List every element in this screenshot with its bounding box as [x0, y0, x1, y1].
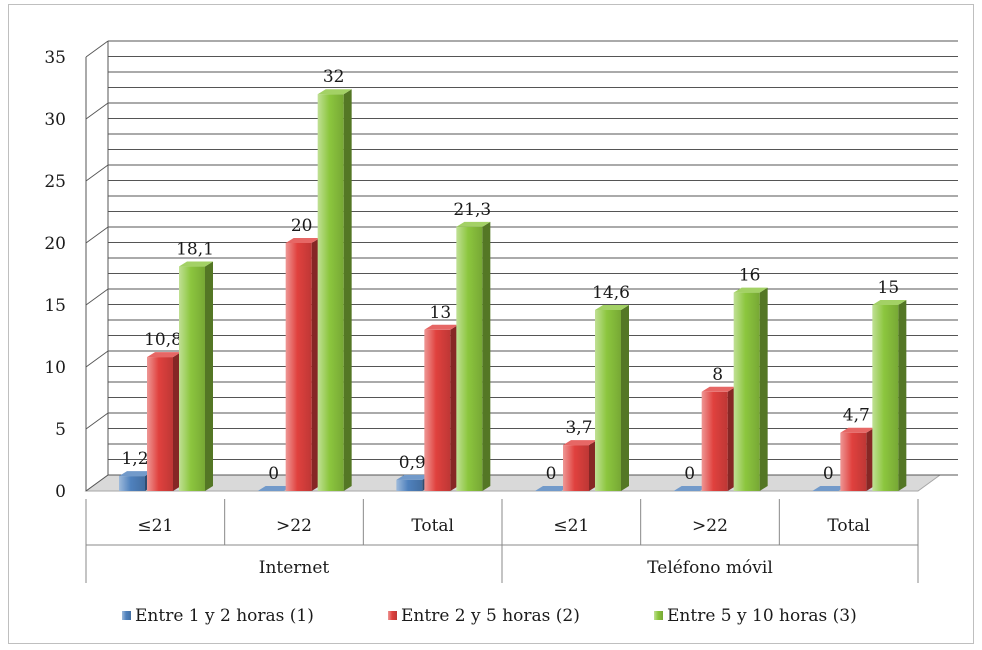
bar-2 — [840, 427, 875, 491]
data-label: 4,7 — [843, 406, 870, 426]
data-label: 15 — [878, 278, 900, 298]
data-label: 3,7 — [565, 418, 592, 438]
bar-3 — [317, 89, 352, 491]
bar-1 — [673, 486, 708, 491]
legend-label: Entre 5 y 10 horas (3) — [667, 606, 857, 626]
y-tick-label: 25 — [44, 172, 66, 192]
y-tick-label: 15 — [44, 296, 66, 316]
data-label: 32 — [323, 67, 345, 87]
legend-item: Entre 2 y 5 horas (2) — [388, 606, 580, 626]
x-tick-label: ≤21 — [553, 516, 589, 536]
bar-2 — [701, 386, 736, 491]
data-label: 13 — [430, 303, 452, 323]
bar-2 — [563, 440, 597, 491]
bar-3 — [595, 304, 629, 491]
y-tick-label: 20 — [44, 234, 66, 254]
data-label: 0 — [823, 464, 834, 484]
x-tick-label: >22 — [276, 516, 312, 536]
legend-label: Entre 2 y 5 horas (2) — [401, 606, 580, 626]
legend-item: Entre 5 y 10 horas (3) — [654, 606, 857, 626]
data-label: 20 — [291, 216, 313, 236]
bar-3 — [179, 261, 213, 491]
bar-2 — [147, 352, 181, 491]
group-label: Teléfono móvil — [647, 558, 773, 578]
group-label: Internet — [259, 558, 330, 578]
data-label: 16 — [739, 266, 761, 286]
x-tick-label: Total — [827, 516, 870, 536]
legend-swatch — [122, 611, 131, 620]
x-tick-label: Total — [411, 516, 454, 536]
y-tick-label: 0 — [55, 482, 66, 502]
bar-3 — [872, 300, 907, 491]
data-label: 21,3 — [453, 200, 491, 220]
data-label: 0 — [684, 464, 695, 484]
y-tick-label: 35 — [44, 48, 66, 68]
bar-1 — [535, 486, 569, 491]
bar-1 — [257, 486, 292, 491]
legend-swatch — [388, 611, 397, 620]
legend-swatch — [654, 611, 663, 620]
bar-1 — [812, 486, 847, 491]
bar-3 — [456, 221, 491, 491]
y-tick-label: 10 — [44, 358, 66, 378]
legend-label: Entre 1 y 2 horas (1) — [135, 606, 314, 626]
bar-2 — [424, 324, 459, 491]
legend-item: Entre 1 y 2 horas (1) — [122, 606, 314, 626]
data-label: 10,8 — [144, 330, 182, 350]
x-tick-label: ≤21 — [137, 516, 173, 536]
data-label: 18,1 — [176, 240, 214, 260]
y-tick-label: 5 — [55, 420, 66, 440]
data-label: 0,9 — [399, 453, 426, 473]
x-tick-label: >22 — [692, 516, 728, 536]
y-tick-label: 30 — [44, 110, 66, 130]
data-label: 14,6 — [592, 283, 630, 303]
gridlines — [85, 40, 958, 492]
category-axis — [85, 499, 919, 583]
data-label: 8 — [712, 365, 723, 385]
chart-frame — [8, 4, 974, 644]
chart-floor — [84, 474, 942, 492]
data-label: 0 — [546, 464, 557, 484]
bar-2 — [285, 238, 320, 491]
bar-3 — [733, 287, 768, 491]
data-label: 0 — [268, 464, 279, 484]
data-label: 1,2 — [121, 449, 148, 469]
